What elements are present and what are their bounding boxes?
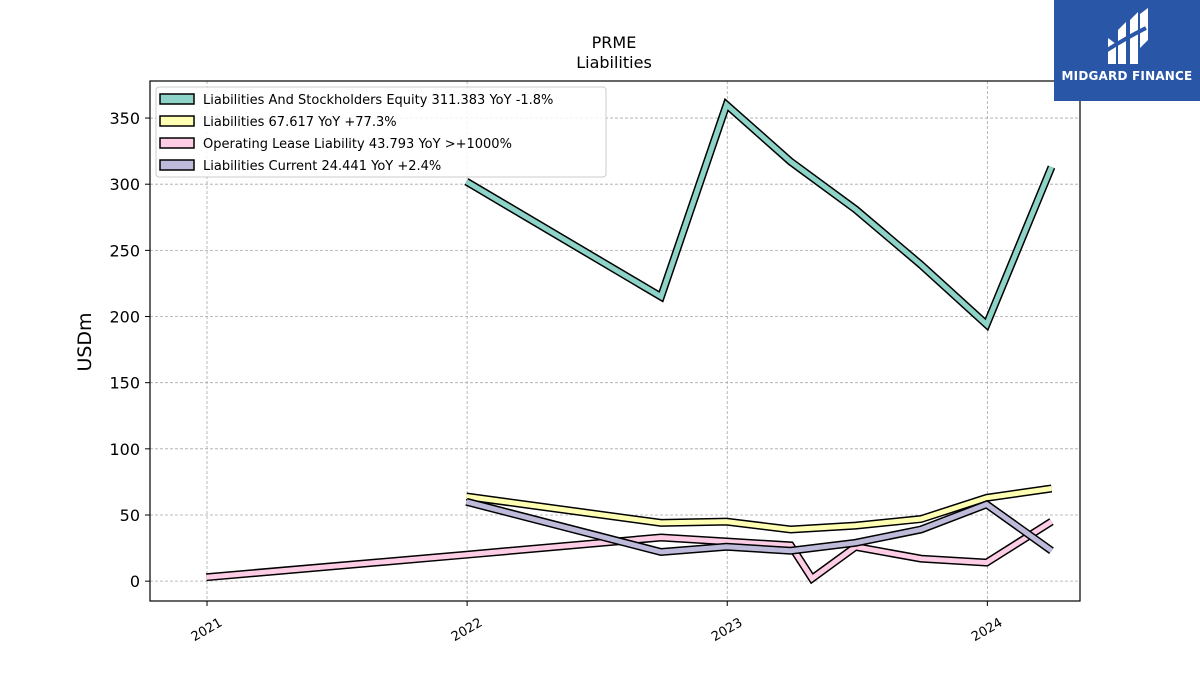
legend-swatch	[159, 137, 195, 149]
y-tick-label: 350	[109, 109, 140, 128]
x-tick-label: 2022	[449, 615, 485, 645]
series-line-0	[465, 100, 1054, 329]
logo-text: MIDGARD FINANCE	[1061, 69, 1193, 83]
legend: Liabilities And Stockholders Equity 311.…	[155, 86, 607, 178]
axis-ticks: 0 50 100 150 200 250 300 350 2021 2022 2023 2024	[109, 109, 1005, 645]
legend-label: Liabilities 67.617 YoY +77.3%	[203, 115, 397, 130]
x-tick-label: 2023	[709, 615, 745, 645]
logo-mark-icon	[1102, 8, 1148, 64]
y-tick-label: 150	[109, 374, 140, 393]
brand-logo: MIDGARD FINANCE	[1054, 0, 1200, 101]
series-line-1	[466, 486, 1052, 533]
chart-subtitle: Liabilities	[576, 53, 652, 72]
legend-swatch	[159, 115, 195, 127]
y-tick-label: 300	[109, 175, 140, 194]
series-lines	[205, 97, 1056, 585]
series-line-3	[465, 499, 1053, 555]
series-line-2	[206, 519, 1053, 583]
grid-lines	[150, 81, 1080, 601]
legend-label: Operating Lease Liability 43.793 YoY >+1…	[203, 137, 512, 152]
chart-title: PRME	[592, 33, 637, 52]
legend-box	[155, 86, 607, 178]
y-tick-label: 200	[109, 308, 140, 327]
y-tick-label: 100	[109, 440, 140, 459]
legend-label: Liabilities Current 24.441 YoY +2.4%	[203, 159, 441, 174]
legend-label: Liabilities And Stockholders Equity 311.…	[203, 93, 553, 108]
x-tick-label: 2024	[969, 615, 1005, 645]
y-tick-label: 50	[120, 506, 140, 525]
plot-frame	[149, 80, 1081, 602]
x-tick-label: 2021	[189, 615, 225, 645]
y-tick-label: 250	[109, 241, 140, 260]
y-tick-label: 0	[130, 572, 140, 591]
legend-swatch	[159, 159, 195, 171]
legend-swatch	[159, 93, 195, 105]
y-axis-label: USDm	[74, 312, 96, 371]
